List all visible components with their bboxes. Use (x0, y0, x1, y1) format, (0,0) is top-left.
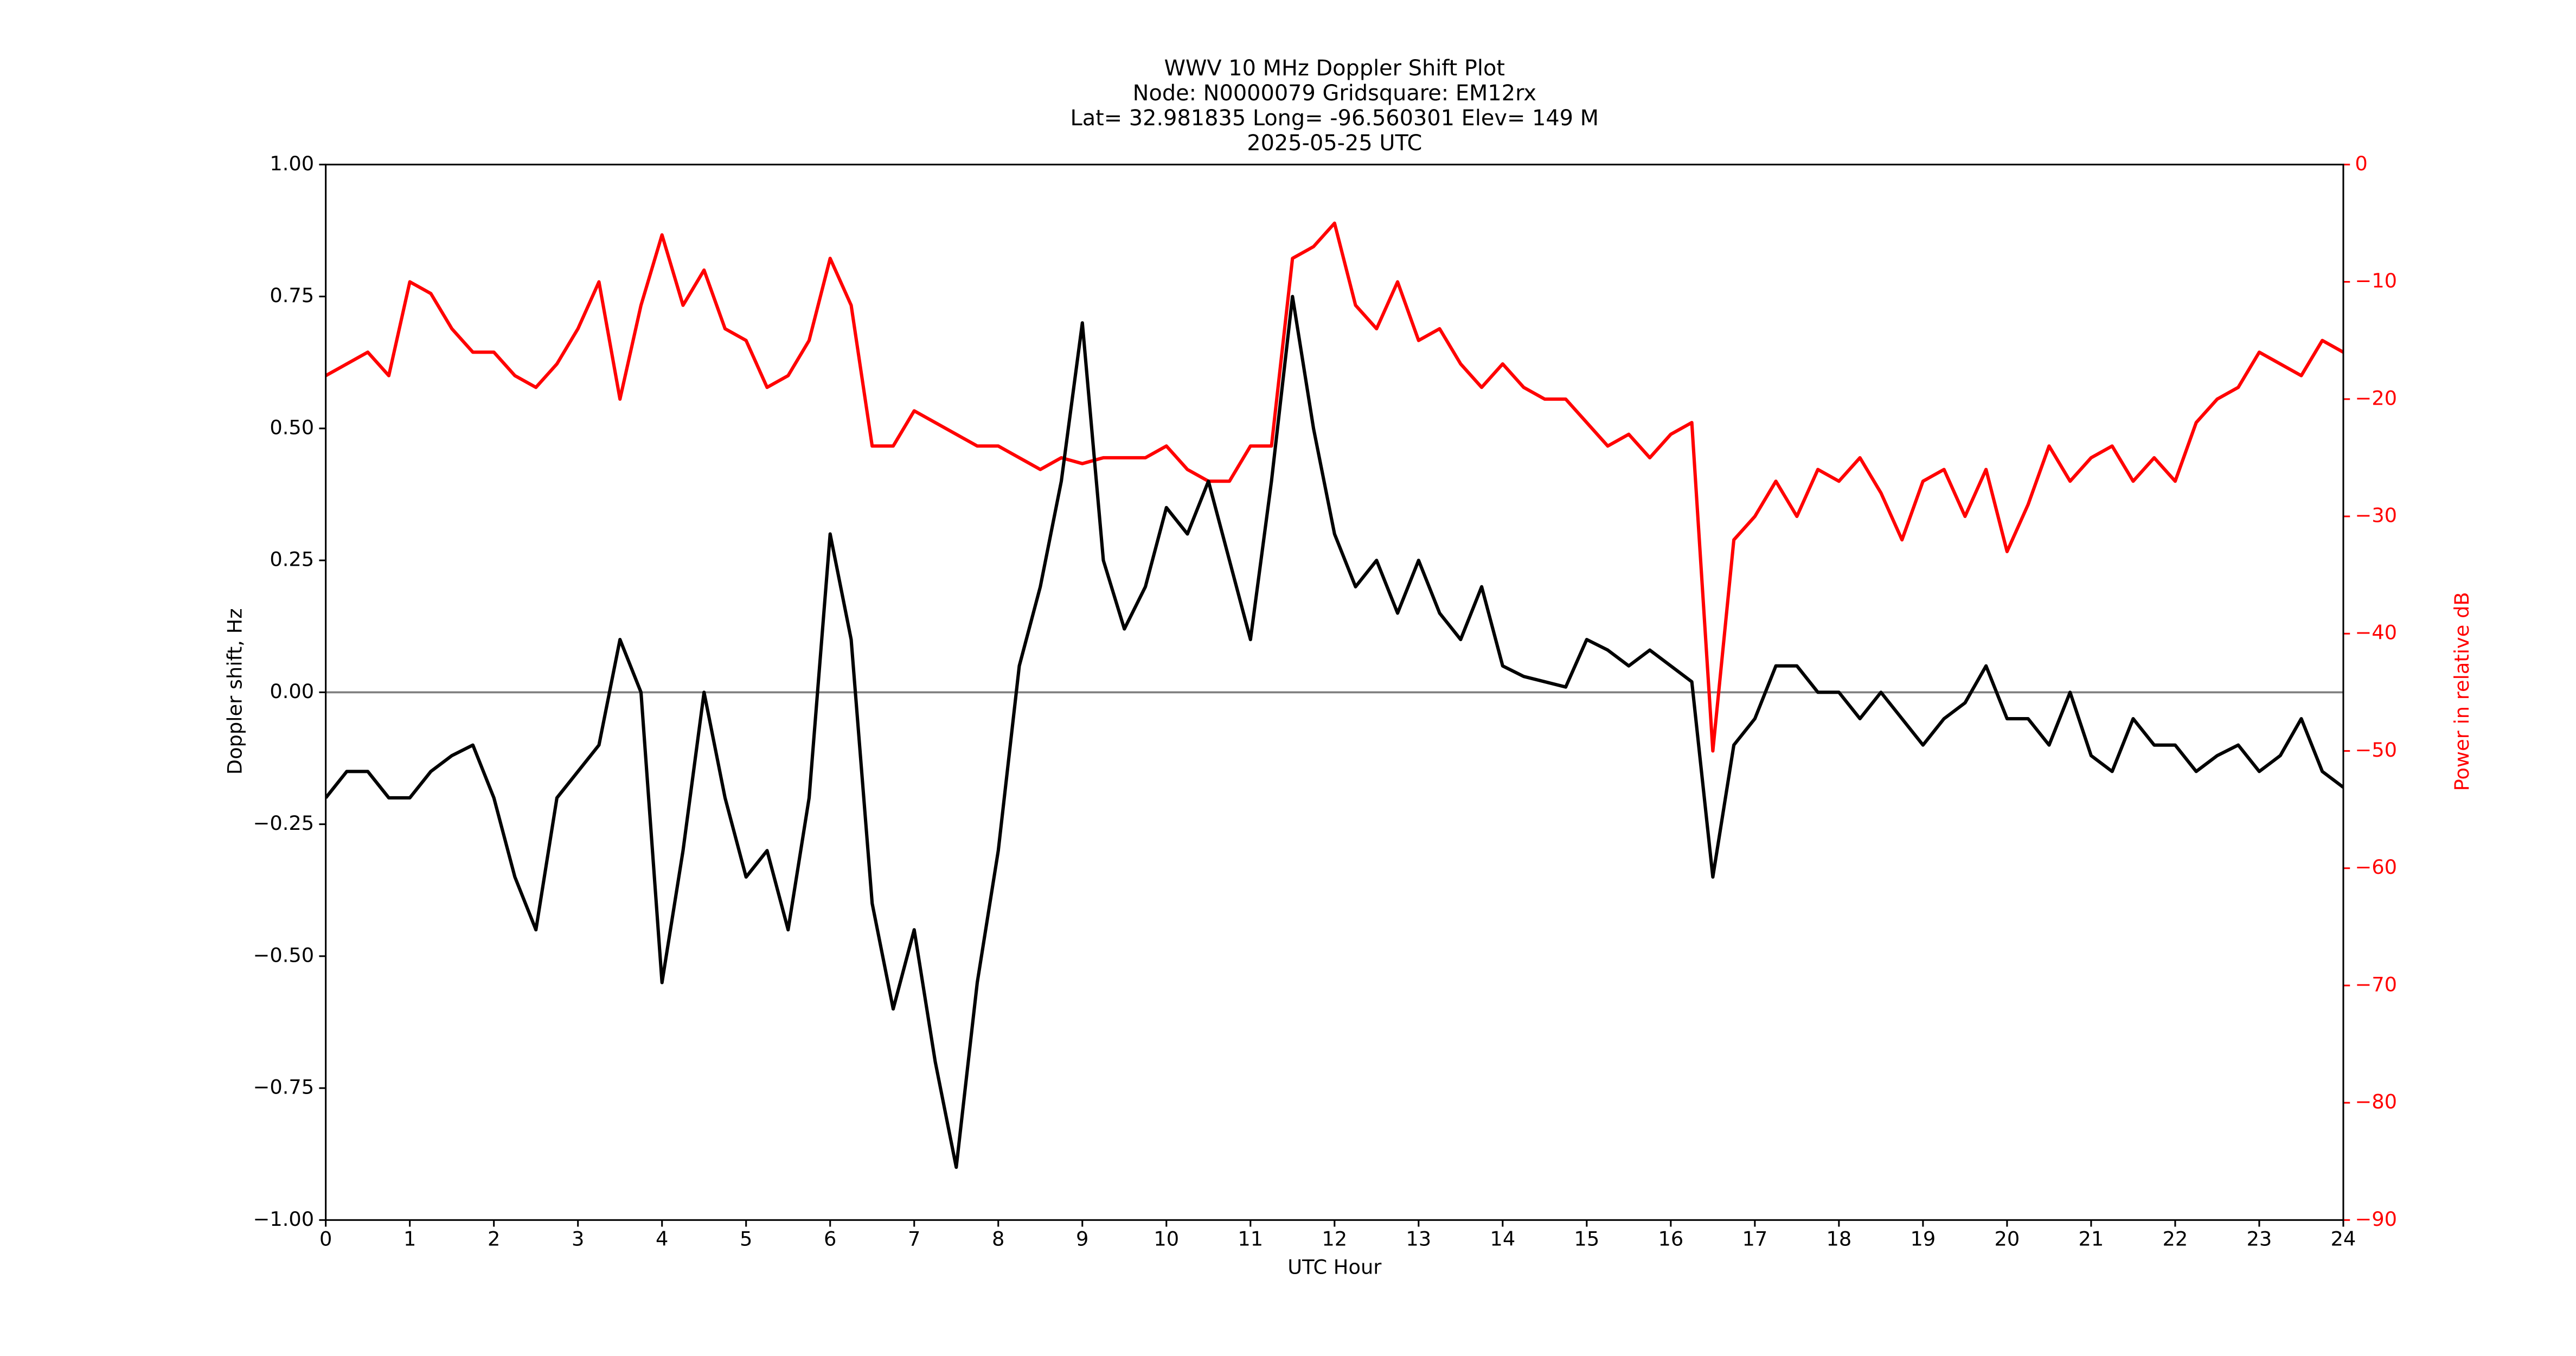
series-line (325, 295, 2343, 1169)
y2-tick-label: 0 (2355, 152, 2367, 175)
y-tick-label: 0.50 (270, 415, 314, 439)
y2-tick-label: −60 (2355, 855, 2397, 879)
x-tick-label: 23 (2247, 1227, 2272, 1251)
y-tick-label: 0.00 (270, 680, 314, 703)
y-tick-label: 1.00 (270, 152, 314, 175)
y-tick-label: −1.00 (253, 1207, 315, 1231)
x-tick-label: 9 (1076, 1227, 1088, 1251)
x-tick-label: 2 (488, 1227, 500, 1251)
x-tick-label: 16 (1658, 1227, 1683, 1251)
x-tick-label: 0 (319, 1227, 332, 1251)
y2-axis-label: Power in relative dB (2450, 592, 2474, 791)
y2-tick-label: −70 (2355, 973, 2397, 996)
plot-frame (325, 163, 2344, 1221)
y2-tick-label: −90 (2355, 1207, 2397, 1231)
chart-subtitle: Lat= 32.981835 Long= -96.560301 Elev= 14… (1071, 106, 1599, 131)
x-tick-label: 19 (1910, 1227, 1936, 1251)
y-axis-label: Doppler shift, Hz (223, 608, 247, 775)
y-tick-label: −0.50 (253, 943, 315, 967)
x-axis-label: UTC Hour (1287, 1256, 1382, 1279)
x-tick-label: 6 (824, 1227, 836, 1251)
x-tick-label: 8 (992, 1227, 1004, 1251)
y-tick-label: −0.75 (253, 1076, 315, 1099)
x-tick-label: 5 (740, 1227, 752, 1251)
chart-subtitle: Node: N0000079 Gridsquare: EM12rx (1133, 81, 1536, 106)
series-line (325, 221, 2343, 753)
x-tick-label: 14 (1490, 1227, 1515, 1251)
x-tick-label: 18 (1826, 1227, 1851, 1251)
x-tick-label: 3 (572, 1227, 584, 1251)
x-tick-label: 17 (1742, 1227, 1767, 1251)
x-tick-label: 13 (1406, 1227, 1431, 1251)
y-tick-label: −0.25 (253, 811, 315, 835)
x-tick-label: 7 (908, 1227, 920, 1251)
x-tick-label: 20 (1994, 1227, 2020, 1251)
chart-subtitle: 2025-05-25 UTC (1247, 131, 1422, 156)
y2-tick-label: −10 (2355, 269, 2397, 292)
x-tick-label: 12 (1322, 1227, 1347, 1251)
y2-tick-label: −80 (2355, 1090, 2397, 1114)
x-tick-label: 10 (1154, 1227, 1179, 1251)
x-tick-label: 22 (2163, 1227, 2188, 1251)
chart-title: WWV 10 MHz Doppler Shift Plot (1164, 56, 1505, 81)
x-tick-label: 1 (403, 1227, 416, 1251)
y2-tick-label: −40 (2355, 621, 2397, 644)
x-tick-label: 21 (2079, 1227, 2104, 1251)
x-tick-label: 11 (1238, 1227, 1263, 1251)
y2-tick-label: −30 (2355, 504, 2397, 527)
x-tick-label: 15 (1574, 1227, 1599, 1251)
y2-tick-label: −20 (2355, 386, 2397, 410)
x-tick-label: 24 (2331, 1227, 2356, 1251)
x-tick-label: 4 (656, 1227, 668, 1251)
y-tick-label: 0.75 (270, 284, 314, 307)
y-tick-label: 0.25 (270, 548, 314, 571)
y2-tick-label: −50 (2355, 738, 2397, 762)
